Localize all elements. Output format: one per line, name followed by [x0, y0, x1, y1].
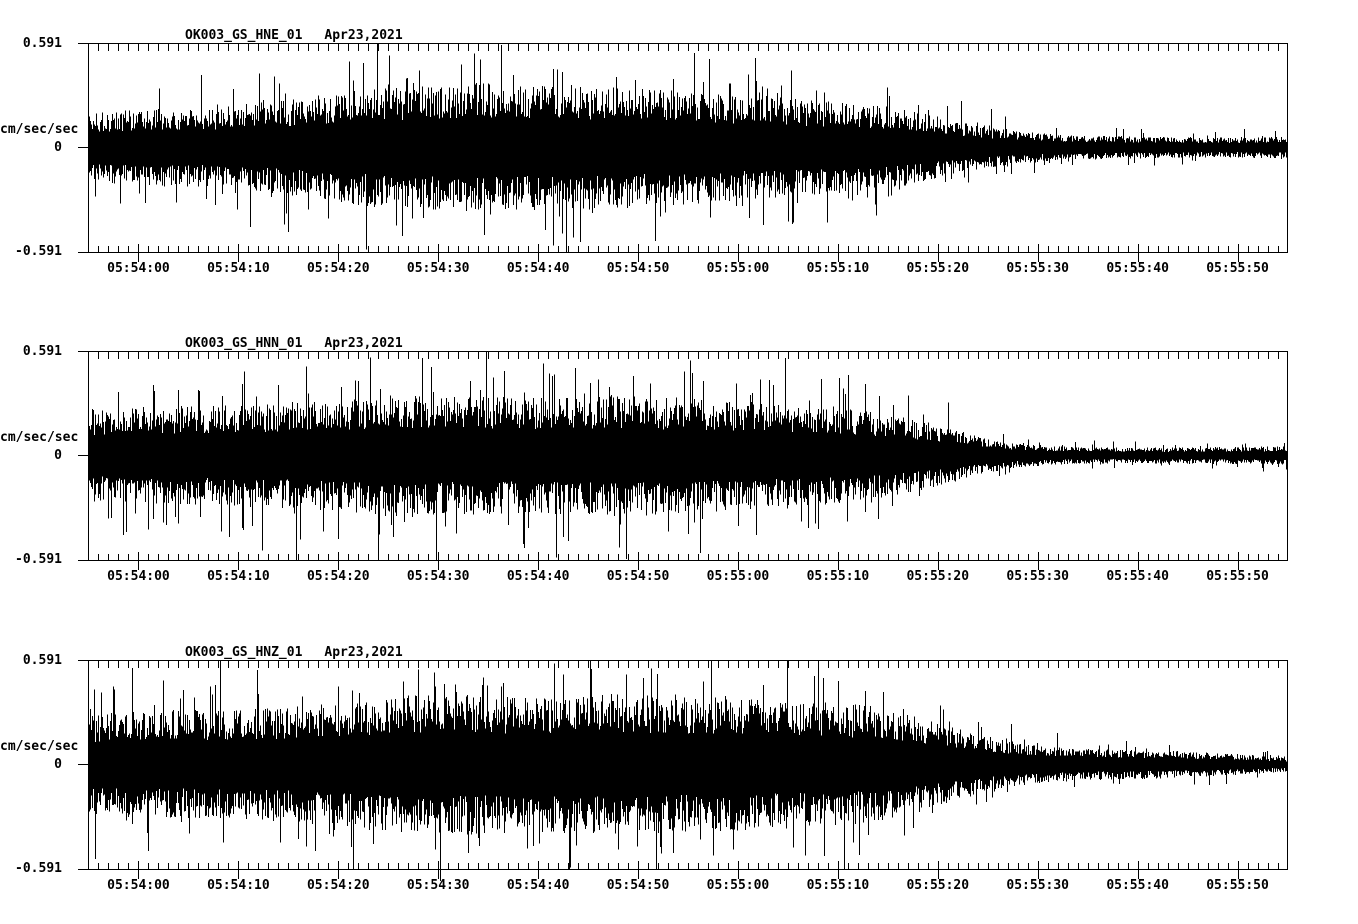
x-tick-label: 05:55:50 — [1206, 569, 1269, 584]
waveform-trace — [88, 660, 1287, 869]
x-tick-label: 05:54:20 — [306, 569, 370, 584]
x-tick-label: 05:55:40 — [1106, 261, 1169, 276]
x-axis-ticks-top — [98, 661, 1279, 668]
x-tick-label: 05:54:30 — [406, 569, 470, 584]
y-tick-label-max: 0.591 — [22, 36, 62, 51]
panel-date: Apr23,2021 — [324, 645, 403, 660]
x-tick-label: 05:55:00 — [706, 878, 770, 893]
y-axis-unit-label: cm/sec/sec — [0, 430, 79, 445]
x-tick-label: 05:55:20 — [906, 878, 970, 893]
x-axis-ticks-bottom — [98, 861, 1279, 879]
panel-date: Apr23,2021 — [324, 336, 403, 351]
x-tick-label: 05:54:00 — [107, 878, 170, 893]
channel-id: OK003_GS_HNE_01 — [185, 28, 303, 43]
x-axis-labels: 05:54:00 05:54:10 05:54:20 05:54:30 05:54:40… — [0, 879, 1358, 895]
y-axis-ticks — [78, 660, 89, 870]
waveform-trace — [88, 43, 1287, 252]
channel-id: OK003_GS_HNZ_01 — [185, 645, 303, 660]
x-tick-label: 05:55:30 — [1006, 569, 1070, 584]
x-tick-label: 05:55:10 — [806, 261, 870, 276]
panel-date: Apr23,2021 — [324, 28, 403, 43]
y-tick-label-min: -0.591 — [15, 552, 62, 567]
x-tick-label: 05:54:00 — [107, 261, 170, 276]
x-tick-label: 05:55:40 — [1106, 569, 1169, 584]
y-tick-label-zero: 0 — [54, 757, 62, 772]
y-tick-label-min: -0.591 — [15, 861, 62, 876]
x-tick-label: 05:55:00 — [706, 261, 770, 276]
y-tick-label-zero: 0 — [54, 448, 62, 463]
seismogram-panel-hnn: OK003_GS_HNN_01 Apr23,2021 0.591 cm/sec/s… — [0, 337, 1358, 651]
waveform-spikes — [113, 669, 979, 882]
waveform-plot — [78, 351, 1288, 570]
x-tick-label: 05:55:10 — [806, 569, 870, 584]
x-tick-label: 05:54:50 — [606, 878, 670, 893]
x-tick-label: 05:55:20 — [906, 569, 970, 584]
x-tick-label: 05:55:00 — [706, 569, 770, 584]
y-tick-label-min: -0.591 — [15, 244, 62, 259]
x-tick-label: 05:55:10 — [806, 878, 870, 893]
x-tick-label: 05:54:20 — [306, 878, 370, 893]
waveform-spikes — [118, 358, 949, 537]
y-axis-unit-label: cm/sec/sec — [0, 122, 79, 137]
x-tick-label: 05:54:40 — [506, 878, 570, 893]
x-tick-label: 05:54:00 — [107, 569, 170, 584]
panel-title: OK003_GS_HNZ_01 Apr23,2021 — [185, 646, 403, 659]
x-tick-label: 05:54:50 — [606, 569, 670, 584]
seismogram-panel-hnz: OK003_GS_HNZ_01 Apr23,2021 0.591 cm/sec/s… — [0, 646, 1358, 924]
x-tick-label: 05:54:30 — [406, 878, 470, 893]
x-tick-label: 05:54:40 — [506, 569, 570, 584]
x-axis-labels: 05:54:00 05:54:10 05:54:20 05:54:30 05:54:40… — [0, 570, 1358, 586]
x-tick-label: 05:54:40 — [506, 261, 570, 276]
y-axis-ticks — [78, 43, 89, 253]
x-axis-labels: 05:54:00 05:54:10 05:54:20 05:54:30 05:54:40… — [0, 262, 1358, 278]
x-tick-label: 05:55:30 — [1006, 261, 1070, 276]
waveform-plot — [78, 43, 1288, 262]
y-axis-unit-label: cm/sec/sec — [0, 739, 79, 754]
y-tick-label-zero: 0 — [54, 140, 62, 155]
x-tick-label: 05:54:10 — [207, 569, 270, 584]
x-tick-label: 05:55:50 — [1206, 878, 1269, 893]
waveform-plot — [78, 660, 1288, 882]
waveform-trace — [88, 351, 1287, 560]
waveform-spikes — [233, 64, 919, 226]
x-tick-label: 05:54:30 — [406, 261, 470, 276]
x-tick-label: 05:55:50 — [1206, 261, 1269, 276]
y-tick-label-max: 0.591 — [22, 344, 62, 359]
x-tick-label: 05:54:10 — [207, 261, 270, 276]
x-tick-label: 05:55:30 — [1006, 878, 1070, 893]
channel-id: OK003_GS_HNN_01 — [185, 336, 303, 351]
x-axis-ticks-bottom — [98, 552, 1279, 570]
x-tick-label: 05:54:10 — [207, 878, 270, 893]
x-axis-ticks-top — [98, 352, 1279, 359]
x-tick-label: 05:55:40 — [1106, 878, 1169, 893]
y-axis-ticks — [78, 351, 89, 561]
x-axis-ticks-bottom — [98, 244, 1279, 262]
panel-title: OK003_GS_HNE_01 Apr23,2021 — [185, 29, 403, 42]
seismogram-panel-hne: OK003_GS_HNE_01 Apr23,2021 0.591 cm/sec/s… — [0, 29, 1358, 343]
x-tick-label: 05:54:50 — [606, 261, 670, 276]
x-tick-label: 05:55:20 — [906, 261, 970, 276]
x-axis-ticks-top — [98, 44, 1279, 51]
panel-title: OK003_GS_HNN_01 Apr23,2021 — [185, 337, 403, 350]
x-tick-label: 05:54:20 — [306, 261, 370, 276]
y-tick-label-max: 0.591 — [22, 653, 62, 668]
